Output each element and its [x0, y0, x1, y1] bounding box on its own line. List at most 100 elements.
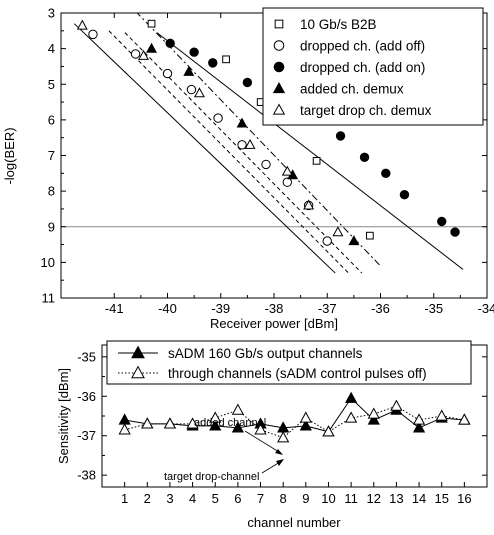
data-point-series-0 [222, 55, 230, 64]
top-y-tick-labels: 3 4 5 6 7 8 9 10 11 [41, 6, 55, 306]
channel-point-series-1 [344, 411, 358, 423]
top-x-axis-label: Receiver power [dBm] [210, 316, 338, 331]
legend-marker-0 [274, 19, 284, 29]
data-point-series-1 [88, 29, 98, 40]
fit-line-series-2 [156, 32, 464, 270]
data-point-series-1 [186, 84, 197, 95]
channel-point-series-1 [209, 411, 222, 423]
legend-marker-3 [272, 81, 286, 94]
fit-line-series-1 [73, 23, 336, 274]
data-point-series-4 [244, 138, 256, 149]
data-point-series-1 [213, 113, 223, 123]
annotation-target-drop-channel: target drop-channel [164, 471, 259, 483]
legend-label-4: target drop ch. demux [300, 103, 432, 118]
bottom-y-tick-label: -36 [77, 389, 96, 404]
data-point-series-4 [281, 165, 293, 176]
annotation-added-channel: added channel [194, 417, 266, 429]
top-x-tick-label: -36 [371, 301, 390, 316]
data-point-series-1 [322, 236, 332, 246]
data-point-series-1 [261, 159, 271, 170]
series-line-0 [124, 397, 465, 433]
data-point-series-2 [208, 58, 218, 68]
legend-label-2: dropped ch. (add on) [300, 60, 425, 75]
bottom-x-tick-label: 10 [321, 491, 335, 506]
bottom-x-tick-label: 15 [434, 491, 448, 506]
bottom-x-tick-label: 13 [389, 491, 403, 506]
top-x-tick-labels: -41 -40 -39 -38 -37 -36 -35 -34 [105, 301, 494, 316]
channel-point-series-0 [412, 421, 426, 433]
bottom-annotations: added channel target drop-channel [164, 417, 284, 483]
bottom-x-axis-label: channel number [247, 515, 341, 530]
bottom-series-lines [124, 397, 465, 439]
fit-line-series-0 [136, 13, 381, 267]
data-point-series-4 [303, 199, 315, 210]
data-point-series-2 [165, 38, 175, 48]
bottom-y-tick-label: -38 [77, 468, 96, 483]
top-x-tick-label: -38 [265, 301, 284, 316]
bottom-x-tick-label: 6 [234, 491, 241, 506]
data-point-series-3 [348, 235, 360, 246]
top-fit-lines [73, 13, 464, 274]
bottom-legend-label-1: through channels (sADM control pulses of… [168, 366, 427, 381]
bottom-x-tick-label: 11 [344, 491, 358, 506]
channel-point-series-1 [367, 407, 380, 419]
series-line-1 [124, 405, 465, 439]
data-point-series-2 [399, 189, 410, 200]
top-x-tick-label: -41 [105, 301, 124, 316]
top-x-tick-label: -34 [478, 301, 494, 316]
top-y-tick-label: 9 [48, 219, 55, 234]
fit-line-series-4 [108, 30, 349, 274]
top-y-axis-label: -log(BER) [2, 127, 17, 184]
data-point-series-1 [282, 177, 293, 187]
bottom-x-tick-label: 4 [189, 491, 196, 506]
channel-point-series-0 [344, 391, 358, 403]
channel-point-series-1 [299, 411, 312, 423]
annotation-target-drop-arrow [261, 461, 281, 474]
channel-point-series-0 [209, 419, 222, 431]
annotation-added-channel-arrow [244, 430, 280, 453]
top-legend: 10 Gb/s B2B dropped ch. (add off) dropped … [262, 7, 484, 126]
channel-point-series-1 [141, 417, 154, 429]
bottom-x-tick-labels: 1 2 3 4 5 6 7 8 9 10 11 12 13 14 15 16 [121, 491, 472, 506]
channel-point-series-0 [367, 413, 380, 425]
data-point-series-1 [130, 49, 141, 59]
data-point-series-4 [193, 87, 205, 98]
legend-marker-4 [272, 103, 286, 115]
top-y-tick-label: 4 [48, 41, 55, 56]
bottom-x-tick-label: 3 [166, 491, 173, 506]
annotation-added-channel-arrowhead [275, 449, 283, 455]
channel-point-series-1 [118, 423, 131, 435]
channel-point-series-1 [322, 425, 335, 437]
bottom-x-tick-label: 12 [367, 491, 381, 506]
bottom-x-tick-label: 7 [257, 491, 264, 506]
data-point-series-4 [138, 49, 150, 60]
top-y-tick-label: 10 [41, 255, 55, 270]
bottom-y-axis-label: Sensitivity [dBm] [56, 368, 71, 464]
data-point-series-2 [359, 152, 370, 162]
data-point-series-2 [381, 168, 391, 179]
channel-point-series-1 [458, 413, 471, 425]
channel-point-series-1 [435, 409, 448, 421]
bottom-legend-box [106, 340, 472, 385]
bottom-x-tick-label: 9 [302, 491, 309, 506]
data-point-series-3 [236, 117, 248, 128]
data-point-series-1 [162, 68, 173, 79]
data-point-series-3 [183, 65, 195, 76]
top-y-tick-label: 5 [48, 77, 55, 92]
legend-label-1: dropped ch. (add off) [300, 39, 425, 54]
data-point-series-0 [312, 156, 321, 165]
channel-point-series-0 [231, 421, 245, 433]
top-x-tick-label: -39 [211, 301, 230, 316]
bottom-x-tick-label: 5 [212, 491, 219, 506]
bottom-legend-marker-1 [131, 365, 145, 379]
data-point-series-4 [76, 19, 88, 30]
channel-point-series-1 [186, 417, 199, 429]
channel-point-series-1 [390, 399, 403, 411]
data-point-series-0 [365, 231, 374, 240]
legend-label-3: added ch. demux [300, 82, 404, 97]
channel-point-series-1 [163, 417, 177, 429]
bottom-legend: sADM 160 Gb/s output channels through cha… [106, 340, 472, 385]
legend-marker-2 [273, 61, 285, 73]
channel-point-series-0 [299, 419, 312, 431]
